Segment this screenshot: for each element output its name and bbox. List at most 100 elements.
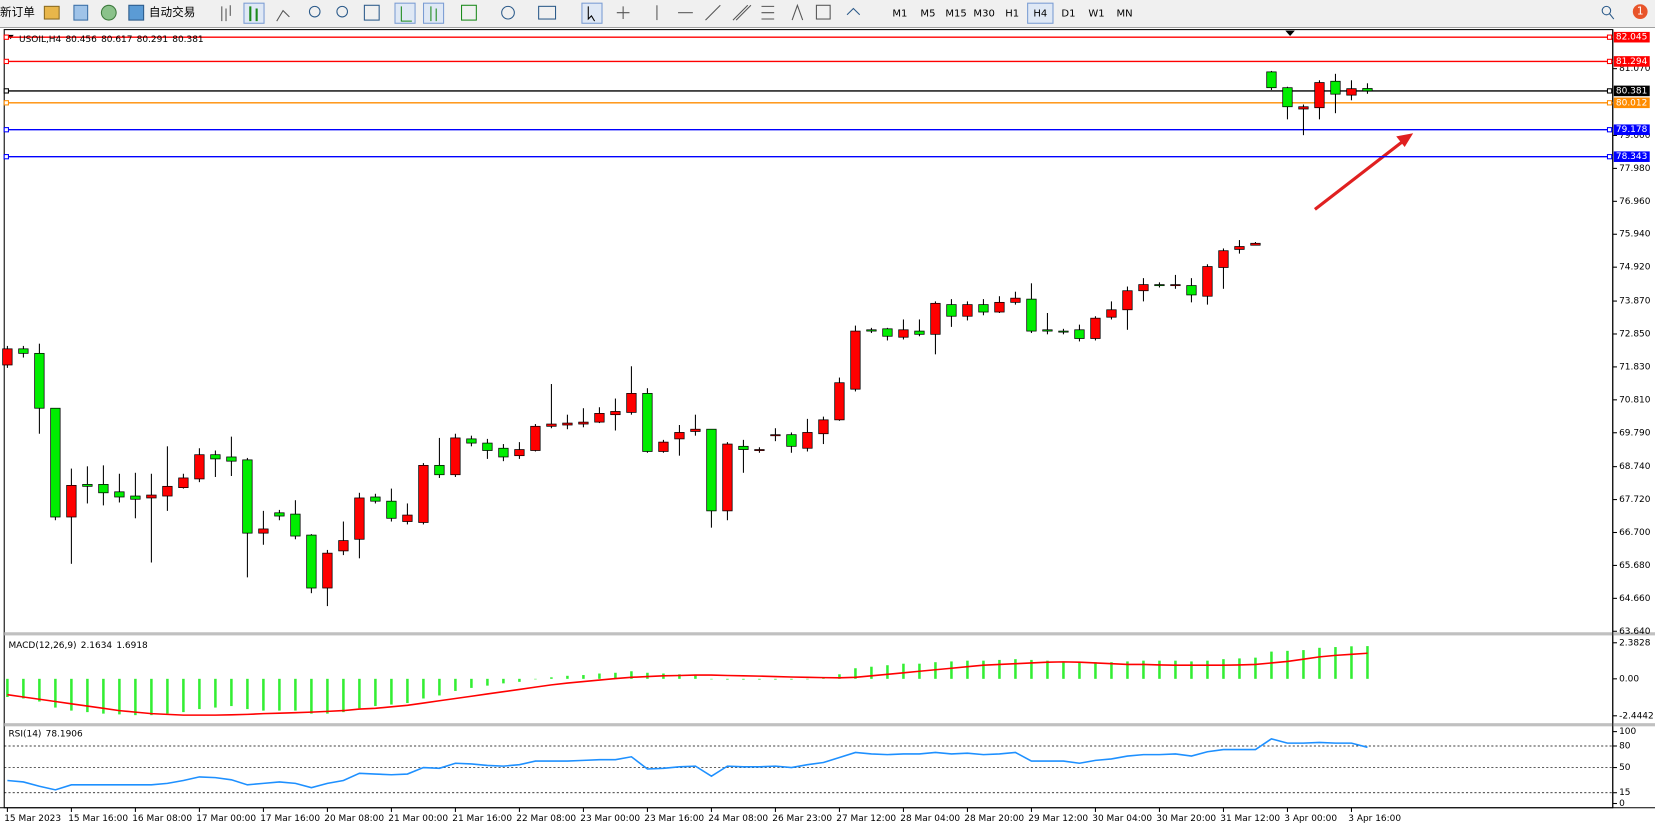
x-tick-label: 16 Mar 08:00 bbox=[132, 814, 192, 824]
candle-body bbox=[866, 329, 877, 332]
macd-bar bbox=[1318, 647, 1321, 679]
icon[interactable] bbox=[581, 2, 603, 24]
icon[interactable] bbox=[100, 4, 117, 21]
zoom-out[interactable] bbox=[336, 5, 349, 18]
macd-bar bbox=[1078, 662, 1081, 679]
icon[interactable] bbox=[400, 6, 412, 22]
y-tick-label: 79.000 bbox=[1619, 131, 1651, 141]
timeframe-button[interactable]: H1 bbox=[1005, 9, 1019, 20]
candle-body bbox=[834, 382, 845, 421]
candle-body bbox=[1122, 290, 1133, 311]
candle-body bbox=[258, 528, 269, 534]
trendline[interactable] bbox=[705, 4, 721, 21]
new-order-button[interactable]: 新订单 bbox=[0, 5, 35, 19]
timeframe-button[interactable]: M5 bbox=[920, 9, 935, 20]
icon[interactable] bbox=[276, 9, 290, 22]
macd-bar bbox=[1222, 659, 1225, 679]
header-title: MACD(12,26,9) bbox=[8, 640, 76, 650]
fibo[interactable] bbox=[761, 5, 775, 20]
candle-body bbox=[914, 330, 925, 335]
icon[interactable] bbox=[243, 2, 265, 24]
price-level-box bbox=[1613, 97, 1650, 109]
candle-body bbox=[546, 423, 557, 427]
candle-body bbox=[1314, 82, 1325, 109]
chart-shift-marker bbox=[1285, 30, 1295, 36]
timeframe-button[interactable]: M30 bbox=[973, 9, 994, 20]
candle-body bbox=[386, 500, 397, 519]
search[interactable] bbox=[1609, 13, 1615, 20]
level-handle bbox=[3, 34, 9, 40]
candle-body bbox=[1250, 242, 1261, 246]
panel-separator bbox=[4, 723, 1655, 727]
x-tick-label: 29 Mar 12:00 bbox=[1028, 814, 1088, 824]
icon[interactable] bbox=[221, 5, 231, 22]
y-tick-label: 71.830 bbox=[1619, 362, 1651, 372]
macd-bar bbox=[614, 672, 617, 679]
macd-bar bbox=[150, 678, 153, 716]
timeframe-button[interactable]: D1 bbox=[1061, 9, 1075, 20]
candle-body bbox=[578, 421, 589, 425]
crosshair[interactable] bbox=[616, 6, 630, 20]
macd-bar bbox=[38, 678, 41, 702]
timeframe-button[interactable]: H4 bbox=[1033, 9, 1047, 20]
active-timeframe[interactable] bbox=[1027, 2, 1054, 24]
icon[interactable] bbox=[461, 4, 477, 21]
macd-bar bbox=[982, 660, 985, 679]
icon[interactable] bbox=[538, 5, 557, 20]
candle-body bbox=[162, 485, 173, 497]
notification-badge[interactable] bbox=[1632, 4, 1648, 20]
macd-bar bbox=[1366, 646, 1369, 679]
macd-bar bbox=[1126, 661, 1129, 679]
icon[interactable] bbox=[422, 2, 445, 24]
icon[interactable] bbox=[501, 5, 515, 20]
header-value: 80.291 bbox=[137, 35, 168, 45]
candle-body bbox=[674, 432, 685, 440]
x-tick-label: 3 Apr 00:00 bbox=[1284, 814, 1337, 824]
icon[interactable] bbox=[430, 6, 437, 22]
text-tool[interactable] bbox=[791, 3, 804, 21]
icon[interactable] bbox=[73, 4, 89, 21]
cursor[interactable] bbox=[587, 6, 596, 22]
macd-bar bbox=[678, 674, 681, 679]
icon[interactable] bbox=[363, 4, 380, 21]
candle-body bbox=[930, 302, 941, 335]
notification-count[interactable]: 1 bbox=[1637, 6, 1644, 18]
macd-bar bbox=[742, 678, 745, 680]
macd-bar bbox=[438, 678, 441, 696]
candle-body bbox=[1010, 297, 1021, 303]
timeframe-button[interactable]: MN bbox=[1117, 9, 1133, 20]
macd-bar bbox=[1350, 646, 1353, 679]
y-tick-label: 75.940 bbox=[1619, 230, 1651, 240]
indicator-header: RSI(14) 78.1906 bbox=[8, 729, 83, 739]
candle-body bbox=[1298, 106, 1309, 110]
icon[interactable] bbox=[394, 2, 416, 24]
auto-trading-icon[interactable] bbox=[128, 4, 145, 21]
candle-body bbox=[1362, 88, 1373, 92]
macd-bar bbox=[1190, 661, 1193, 679]
candle-body bbox=[274, 512, 285, 517]
candle-body bbox=[1042, 329, 1053, 332]
macd-bar bbox=[966, 660, 969, 679]
channel[interactable] bbox=[732, 4, 752, 21]
timeframe-button[interactable]: M1 bbox=[892, 9, 907, 20]
timeframe-button[interactable]: W1 bbox=[1088, 9, 1104, 20]
label-tool[interactable] bbox=[815, 4, 831, 20]
header-title: RSI(14) bbox=[8, 729, 41, 739]
search[interactable] bbox=[1601, 5, 1612, 16]
auto-trading-button[interactable]: 自动交易 bbox=[149, 5, 195, 19]
level-handle bbox=[1606, 100, 1613, 106]
y-tick-label: -2.4442 bbox=[1619, 711, 1654, 721]
macd-bar bbox=[1254, 657, 1257, 679]
candle-body bbox=[450, 437, 461, 476]
candle-body bbox=[322, 552, 333, 589]
price-level-box bbox=[1613, 124, 1650, 136]
zoom-in[interactable] bbox=[308, 5, 321, 18]
timeframe-button[interactable]: M15 bbox=[945, 9, 966, 20]
candle-body bbox=[66, 485, 77, 518]
macd-bar bbox=[790, 678, 793, 680]
candle-body bbox=[290, 513, 301, 537]
icon[interactable] bbox=[249, 6, 258, 22]
arrows[interactable] bbox=[846, 7, 861, 16]
macd-bar bbox=[486, 678, 489, 686]
icon[interactable] bbox=[43, 5, 60, 20]
